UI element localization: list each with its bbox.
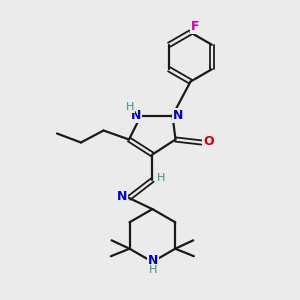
Text: O: O — [203, 135, 214, 148]
Text: H: H — [126, 102, 135, 112]
Text: N: N — [130, 109, 141, 122]
Text: H: H — [149, 265, 157, 275]
Text: N: N — [117, 190, 128, 203]
Text: N: N — [173, 109, 183, 122]
Text: H: H — [157, 172, 166, 183]
Text: F: F — [191, 20, 199, 34]
Text: N: N — [148, 254, 158, 267]
